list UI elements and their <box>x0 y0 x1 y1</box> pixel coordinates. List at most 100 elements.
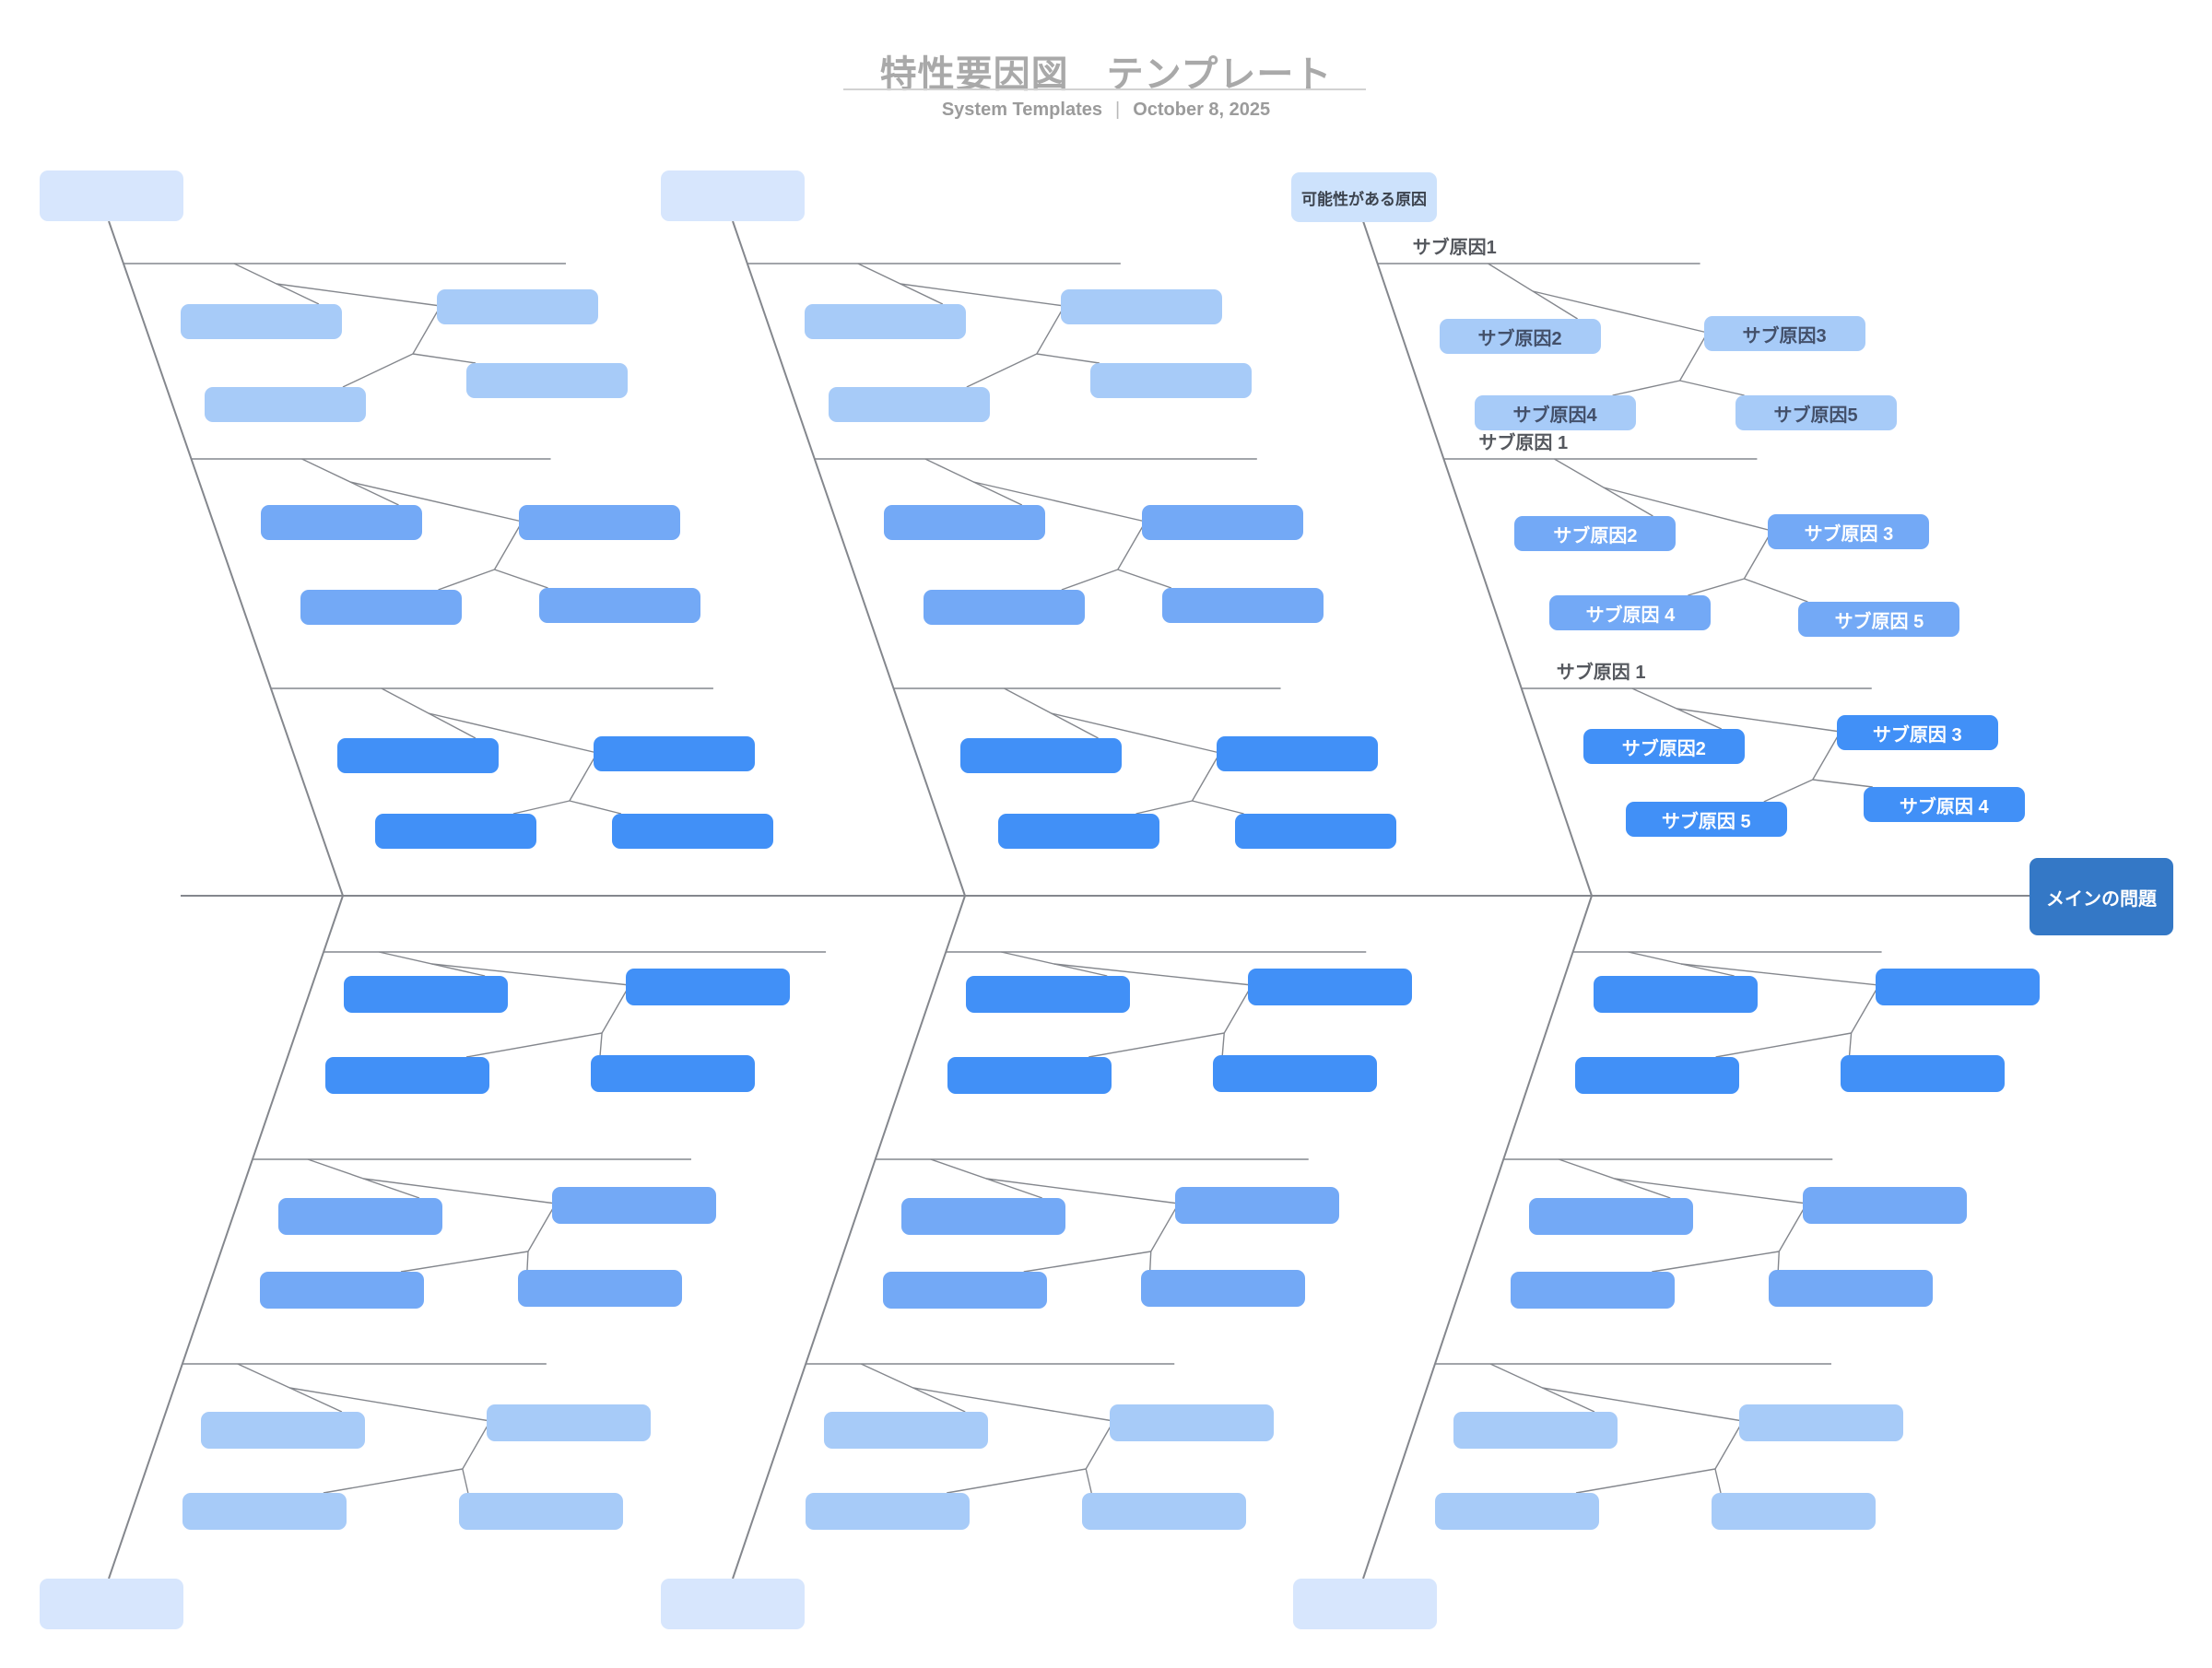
cause-box[interactable] <box>1060 289 1222 324</box>
cause-box[interactable] <box>1140 1270 1305 1307</box>
sub-cause-line-label[interactable]: サブ原因1 <box>1412 238 1497 258</box>
subtitle-separator: | <box>1114 100 1121 120</box>
cause-box[interactable] <box>1574 1057 1739 1094</box>
cause-box[interactable] <box>260 505 422 540</box>
sub-cause-line-label[interactable]: サブ原因 1 <box>1556 663 1646 683</box>
cause-box[interactable] <box>997 814 1159 849</box>
connector-line <box>1677 708 1841 733</box>
sub-cause-box[interactable]: サブ原因 3 <box>1768 514 1930 549</box>
cause-box[interactable] <box>1529 1198 1694 1235</box>
connector-line <box>1812 779 1873 788</box>
cause-box[interactable] <box>204 387 366 422</box>
cause-box[interactable] <box>900 1198 1065 1235</box>
cause-box[interactable] <box>200 1412 365 1449</box>
cause-box[interactable] <box>458 1493 623 1530</box>
connector-line <box>1714 1468 1722 1494</box>
cause-box[interactable] <box>828 387 990 422</box>
cause-box[interactable] <box>593 736 755 771</box>
sub-cause-box[interactable]: サブ原因3 <box>1703 316 1865 351</box>
branch-line-top-0 <box>108 220 344 897</box>
connector-line <box>431 963 630 986</box>
cause-box[interactable] <box>277 1198 442 1235</box>
possible-cause-box[interactable]: 可能性がある原因 <box>1291 172 1437 222</box>
cause-box[interactable] <box>436 289 598 324</box>
cause-box[interactable] <box>1174 1187 1339 1224</box>
category-anchor-top-left[interactable] <box>40 170 183 221</box>
cause-box[interactable] <box>486 1404 651 1441</box>
category-anchor-bottom-right[interactable] <box>1293 1579 1437 1629</box>
connector-line <box>323 1468 463 1494</box>
cause-box[interactable] <box>959 738 1122 773</box>
cause-box[interactable] <box>966 976 1131 1013</box>
cause-box[interactable] <box>1434 1493 1599 1530</box>
cause-box[interactable] <box>336 738 499 773</box>
cause-box[interactable] <box>1110 1404 1275 1441</box>
connector-line <box>601 984 630 1034</box>
cause-box[interactable] <box>1213 1055 1378 1092</box>
cause-box[interactable] <box>1248 969 1413 1005</box>
cause-box[interactable] <box>1711 1493 1876 1530</box>
sub-cause-box[interactable]: サブ原因2 <box>1514 516 1677 551</box>
connector-line <box>428 712 598 754</box>
cause-box[interactable] <box>626 969 791 1005</box>
cause-box[interactable] <box>1453 1412 1618 1449</box>
sub-cause-box[interactable]: サブ原因2 <box>1439 319 1601 354</box>
cause-box[interactable] <box>344 976 509 1013</box>
sub-cause-box[interactable]: サブ原因2 <box>1583 729 1745 764</box>
sub-cause-line-label[interactable]: サブ原因 1 <box>1478 433 1569 453</box>
cause-box[interactable] <box>325 1057 490 1094</box>
cause-box[interactable] <box>1089 363 1252 398</box>
cause-box[interactable] <box>517 1270 682 1307</box>
connector-line <box>1778 1203 1807 1252</box>
cause-box[interactable] <box>824 1412 989 1449</box>
sub-cause-box[interactable]: サブ原因5 <box>1735 395 1897 430</box>
connector-line <box>349 481 523 523</box>
cause-box[interactable] <box>1161 588 1324 623</box>
cause-box[interactable] <box>1769 1270 1934 1307</box>
connector-line <box>494 569 548 589</box>
sub-cause-box[interactable]: サブ原因 3 <box>1836 715 1998 750</box>
cause-box[interactable] <box>806 1493 971 1530</box>
connector-line <box>900 283 1065 307</box>
category-anchor-bottom-middle[interactable] <box>661 1579 805 1629</box>
sub-cause-box[interactable]: サブ原因 4 <box>1863 787 2025 822</box>
cause-box[interactable] <box>180 304 342 339</box>
category-anchor-top-middle[interactable] <box>661 170 805 221</box>
cause-box[interactable] <box>518 505 680 540</box>
cause-box[interactable] <box>947 1057 1112 1094</box>
cause-box[interactable] <box>1593 976 1758 1013</box>
connector-line <box>1614 1178 1807 1204</box>
cause-box[interactable] <box>538 588 700 623</box>
cause-box[interactable] <box>1082 1493 1247 1530</box>
cause-box[interactable] <box>882 1272 1047 1309</box>
cause-box[interactable] <box>591 1055 756 1092</box>
cause-box[interactable] <box>1840 1055 2005 1092</box>
cause-box[interactable] <box>551 1187 716 1224</box>
cause-box[interactable] <box>1234 814 1396 849</box>
cause-box[interactable] <box>1511 1272 1676 1309</box>
cause-box[interactable] <box>923 590 1085 625</box>
cause-box[interactable] <box>1803 1187 1968 1224</box>
main-problem-box[interactable]: メインの問題 <box>2030 858 2173 935</box>
cause-box[interactable] <box>1738 1404 1903 1441</box>
category-anchor-bottom-left[interactable] <box>40 1579 183 1629</box>
cause-box[interactable] <box>883 505 1045 540</box>
sub-cause-box[interactable]: サブ原因4 <box>1474 395 1636 430</box>
cause-box[interactable] <box>259 1272 424 1309</box>
connector-line <box>1117 521 1147 570</box>
cause-box[interactable] <box>611 814 773 849</box>
cause-box[interactable] <box>804 304 966 339</box>
connector-line <box>1135 800 1193 815</box>
cause-box[interactable] <box>182 1493 347 1530</box>
connector-line <box>1223 984 1253 1034</box>
connector-line <box>1652 1251 1780 1273</box>
sub-cause-box[interactable]: サブ原因 5 <box>1625 802 1787 837</box>
cause-box[interactable] <box>1216 736 1378 771</box>
sub-cause-box[interactable]: サブ原因 5 <box>1798 602 1960 637</box>
cause-box[interactable] <box>465 363 628 398</box>
sub-cause-box[interactable]: サブ原因 4 <box>1549 595 1712 630</box>
cause-box[interactable] <box>1875 969 2040 1005</box>
cause-box[interactable] <box>374 814 536 849</box>
cause-box[interactable] <box>300 590 462 625</box>
cause-box[interactable] <box>1141 505 1303 540</box>
